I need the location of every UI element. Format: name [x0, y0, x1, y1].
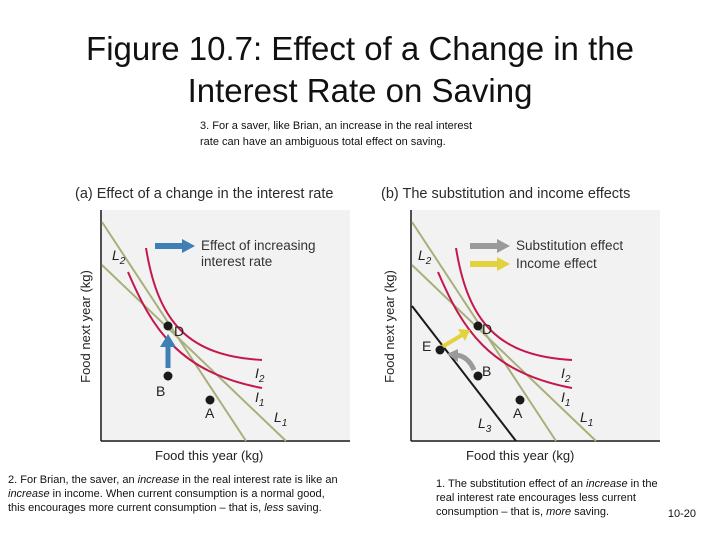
- budget-line-L1: [101, 264, 287, 442]
- panel-b-y-axis-label: Food next year (kg): [381, 269, 397, 383]
- note-top-line-1: 3. For a saver, like Brian, an increase …: [200, 120, 473, 132]
- note-top-line-2: rate can have an ambiguous total effect …: [200, 136, 446, 148]
- legend-substitution-effect: Substitution effect: [516, 238, 624, 253]
- legend-effect-line-2: interest rate: [201, 254, 273, 269]
- income-arrow: [440, 333, 464, 349]
- panel-b-x-axis-label: Food this year (kg): [466, 448, 575, 463]
- label-L3: L3: [478, 415, 492, 435]
- arrow-B-to-D-head: [160, 334, 176, 347]
- panel-b-chart: D B A E L2 L1 L3 I2 I1: [410, 210, 660, 442]
- point-A: [205, 395, 215, 405]
- panel-a-chart: D B A L2 L1 I2 I1: [100, 210, 350, 442]
- label-point-E: E: [422, 338, 431, 354]
- panel-a-title: (a) Effect of a change in the interest r…: [75, 186, 334, 202]
- budget-line-L3: [411, 305, 517, 442]
- label-L1: L1: [274, 409, 287, 429]
- label-I2: I2: [255, 365, 265, 385]
- note-top: 3. For a saver, like Brian, an increase …: [200, 118, 540, 150]
- label-L2: L2: [112, 247, 126, 267]
- point-D: [163, 321, 173, 331]
- label-point-D: D: [482, 321, 492, 337]
- label-point-B: B: [156, 383, 165, 399]
- panel-a-y-axis-label: Food next year (kg): [77, 269, 93, 383]
- legend-effect-line-1: Effect of increasing: [201, 238, 316, 253]
- note-bottom-right: 1. The substitution effect of an increas…: [436, 478, 658, 518]
- point-A: [515, 395, 525, 405]
- panel-b-plot-background: [410, 210, 660, 442]
- indifference-curve-I1: [437, 271, 573, 389]
- label-point-A: A: [513, 405, 523, 421]
- slide-title: Figure 10.7: Effect of a Change in the I…: [40, 28, 680, 112]
- legend-income-effect: Income effect: [516, 256, 597, 271]
- panel-b-title: (b) The substitution and income effects: [381, 186, 631, 202]
- label-L1: L1: [580, 409, 593, 429]
- slide-title-line-2: Interest Rate on Saving: [187, 72, 533, 109]
- label-I1: I1: [561, 389, 570, 409]
- page-number: 10-20: [667, 508, 696, 520]
- indifference-curve-I2: [455, 247, 573, 361]
- label-I2: I2: [561, 365, 571, 385]
- label-L2: L2: [418, 247, 432, 267]
- yellow-arrow-icon: [470, 257, 510, 271]
- point-B: [163, 371, 173, 381]
- label-I1: I1: [255, 389, 264, 409]
- blue-arrow-icon: [155, 239, 195, 253]
- point-E: [435, 345, 445, 355]
- panel-a-plot-background: [100, 210, 350, 442]
- substitution-arrow-head: [447, 349, 458, 362]
- slide-title-line-1: Figure 10.7: Effect of a Change in the: [86, 30, 634, 67]
- panel-b-legend: Substitution effect Income effect: [470, 238, 623, 272]
- label-point-B: B: [482, 363, 491, 379]
- budget-line-L2: [411, 221, 557, 442]
- income-arrow-head: [458, 329, 470, 341]
- note-bottom-left: 2. For Brian, the saver, an increase in …: [8, 474, 338, 514]
- label-point-A: A: [205, 405, 215, 421]
- indifference-curve-I2: [145, 247, 263, 361]
- budget-line-L2: [101, 221, 247, 442]
- panel-a-x-axis-label: Food this year (kg): [155, 448, 264, 463]
- gray-arrow-icon: [470, 239, 510, 253]
- budget-line-L1: [411, 264, 597, 442]
- point-B: [473, 371, 483, 381]
- label-point-D: D: [174, 323, 184, 339]
- panel-a-legend: Effect of increasing interest rate: [155, 238, 316, 270]
- point-D: [473, 321, 483, 331]
